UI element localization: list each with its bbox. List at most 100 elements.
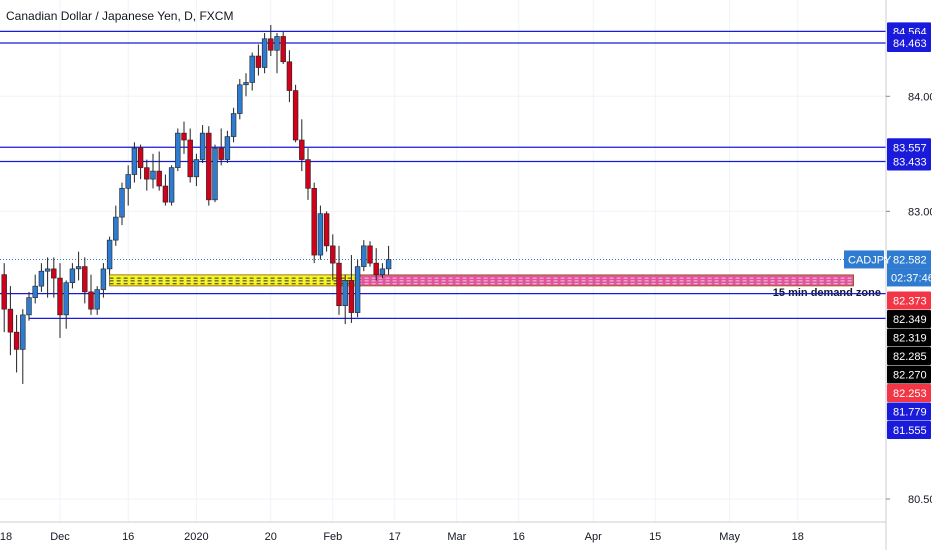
candle-up (274, 36, 280, 51)
price-badges: 84.56484.46383.55783.43382.37382.34982.3… (844, 22, 932, 439)
candle-down (13, 331, 20, 350)
price-badge (887, 421, 931, 439)
chart-title: Canadian Dollar / Japanese Yen, D, FXCM (6, 9, 233, 23)
last-price-badge (887, 250, 931, 269)
candle-up (230, 113, 237, 137)
price-axis-label: 80.500 (908, 494, 932, 506)
price-badge (887, 138, 931, 157)
price-badge (887, 152, 931, 171)
candle-up (32, 285, 38, 298)
candle-down (348, 280, 355, 313)
candle-up (199, 132, 206, 160)
price-badge-text: 82.253 (893, 388, 927, 400)
candle-up (119, 188, 125, 218)
time-axis-label: May (719, 531, 740, 543)
price-badge (887, 328, 931, 347)
candle-down (7, 308, 14, 333)
candle-down (336, 262, 342, 306)
candle-up (385, 259, 392, 270)
candle-down (299, 139, 305, 160)
price-axis-label: 84.000 (908, 91, 932, 103)
candle-down (311, 188, 317, 256)
candle-up (26, 297, 32, 316)
symbol-text: CADJPY (848, 254, 892, 266)
candle-down (57, 277, 63, 316)
time-axis-label: Feb (323, 531, 342, 543)
price-badge-text: 82.349 (893, 314, 927, 326)
candle-up (212, 147, 218, 201)
candle-down (292, 90, 299, 141)
candle-up (224, 136, 231, 160)
candle-up (63, 282, 69, 316)
candle-down (367, 245, 373, 264)
candle-down (218, 147, 224, 160)
candles (1, 24, 392, 384)
grid (0, 0, 886, 522)
candle-down (187, 139, 193, 178)
candle-up (342, 280, 348, 306)
candle-up (106, 239, 113, 270)
price-badge (887, 310, 931, 328)
candle-up (113, 216, 119, 241)
candle-down (286, 61, 293, 91)
candle-up (20, 314, 26, 350)
candle-up (150, 170, 156, 180)
price-badge (887, 291, 931, 310)
candle-up (75, 266, 82, 270)
price-badge-text: 81.555 (893, 425, 927, 437)
price-badge-text: 81.779 (893, 407, 927, 419)
candle-up (354, 266, 361, 313)
price-badge-text: 82.373 (893, 296, 927, 308)
price-badge (887, 365, 931, 384)
horizontal-lines[interactable] (0, 30, 886, 319)
candle-down (323, 213, 330, 247)
price-axis-label: 83.000 (908, 206, 932, 218)
time-axis-label: Apr (585, 531, 602, 543)
candle-down (51, 268, 57, 279)
symbol-badge (844, 250, 884, 269)
time-axis-label: 15 (649, 531, 661, 543)
candle-up (38, 270, 45, 287)
demand-zone[interactable] (357, 274, 855, 287)
candle-up (125, 174, 131, 189)
time-axis-label: 2020 (184, 531, 208, 543)
candle-up (94, 289, 100, 310)
candle-up (100, 268, 107, 290)
candle-down (137, 147, 144, 168)
candle-up (193, 159, 200, 178)
candle-down (280, 36, 286, 63)
candle-up (131, 147, 138, 175)
time-axis-label: 18 (0, 531, 12, 543)
price-axis[interactable]: 80.500 83.000 84.000 (886, 91, 932, 506)
demand-zone[interactable] (109, 274, 358, 287)
time-axis-label: 16 (122, 531, 134, 543)
candle-down (305, 159, 311, 189)
candle-up (69, 268, 76, 283)
price-badge (887, 384, 931, 402)
candle-down (373, 262, 379, 275)
candle-down (330, 245, 336, 264)
zone-label: 15 min demand zone (773, 287, 881, 299)
candle-up (261, 38, 268, 68)
candle-up (243, 82, 249, 86)
candle-up (317, 213, 324, 256)
time-axis[interactable]: 18 Dec 16 2020 20 Feb 17 Mar 16 Apr 15 May 18 (0, 531, 804, 543)
candle-up (249, 55, 255, 83)
time-axis-label: 20 (265, 531, 277, 543)
candle-down (144, 167, 150, 180)
candle-up (168, 167, 175, 203)
price-badge (887, 402, 931, 421)
price-badge-text: 82.285 (893, 351, 927, 363)
candle-down (88, 291, 94, 310)
time-axis-label: 16 (513, 531, 525, 543)
last-price-text: 82.582 (893, 254, 927, 266)
price-badge-text: 82.270 (893, 370, 927, 382)
time-axis-label: Mar (447, 531, 466, 543)
countdown-text: 02:37:46 (891, 272, 932, 284)
candle-up (361, 245, 367, 267)
countdown-badge (887, 268, 931, 287)
time-axis-label: 17 (389, 531, 401, 543)
candle-down (82, 266, 88, 293)
candle-down (156, 170, 162, 187)
